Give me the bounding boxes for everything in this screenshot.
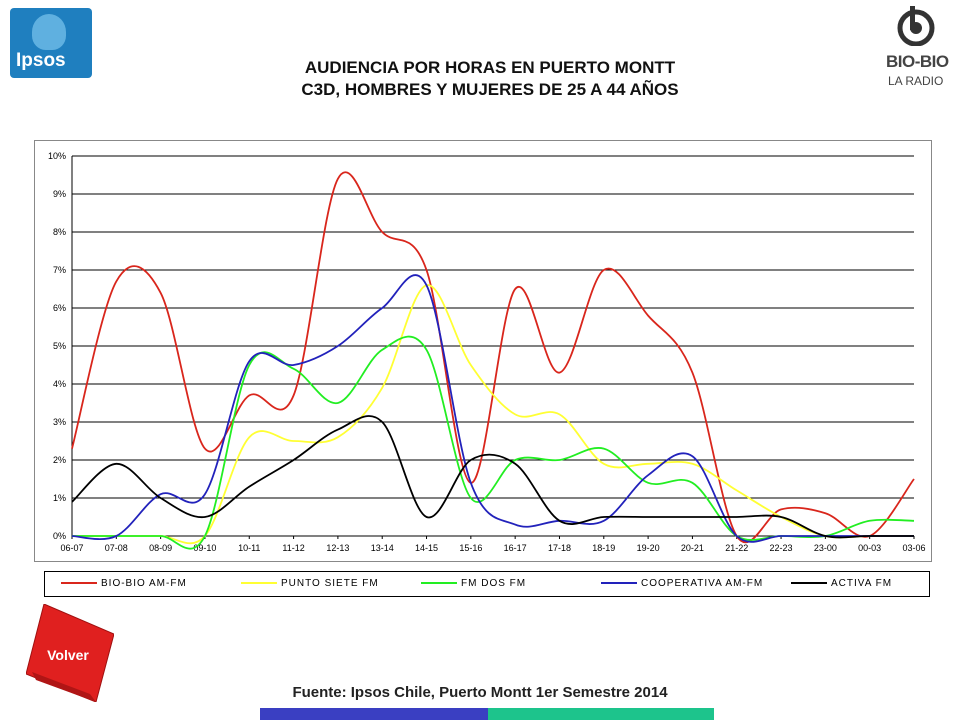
x-tick-label: 10-11 (238, 543, 260, 553)
x-tick-label: 13-14 (371, 543, 394, 553)
legend-item: FM DOS FM (421, 575, 526, 591)
x-tick-label: 18-19 (592, 543, 615, 553)
y-tick-label: 6% (53, 303, 66, 313)
legend-swatch (791, 582, 827, 584)
chart-area-frame (34, 140, 932, 562)
legend-swatch (61, 582, 97, 584)
x-tick-label: 07-08 (105, 543, 128, 553)
biobio-logo-text: BIO-BIO (886, 52, 949, 71)
x-tick-label: 11-12 (282, 543, 304, 553)
y-tick-label: 1% (53, 493, 66, 503)
legend-label: FM DOS FM (461, 577, 527, 589)
x-tick-label: 19-20 (637, 543, 660, 553)
x-tick-label: 21-22 (725, 543, 748, 553)
chart-legend: BIO-BIO AM-FM PUNTO SIETE FM FM DOS FM COOP… (44, 571, 930, 597)
legend-item: BIO-BIO AM-FM (61, 575, 187, 591)
series-line-punto-siete-fm (71, 284, 914, 545)
volver-button[interactable]: Volver (26, 604, 114, 702)
ipsos-logo-text: Ipsos (16, 50, 66, 71)
x-tick-label: 14-15 (415, 543, 438, 553)
legend-swatch (241, 582, 277, 584)
x-tick-label: 06-07 (60, 543, 83, 553)
x-tick-label: 00-03 (858, 543, 881, 553)
legend-swatch (421, 582, 457, 584)
series-line-cooperativa-am-fm (71, 274, 914, 543)
x-tick-label: 09-10 (193, 543, 216, 553)
legend-label: ACTIVA FM (831, 577, 893, 589)
y-tick-label: 5% (53, 341, 66, 351)
y-tick-label: 10% (48, 151, 66, 161)
y-tick-label: 2% (53, 455, 66, 465)
legend-item: COOPERATIVA AM-FM (601, 575, 763, 591)
y-tick-label: 9% (53, 189, 66, 199)
y-tick-label: 3% (53, 417, 66, 427)
biobio-logo-subtext: LA RADIO (888, 74, 944, 88)
y-tick-label: 7% (53, 265, 66, 275)
x-tick-label: 17-18 (548, 543, 571, 553)
x-tick-label: 16-17 (504, 543, 527, 553)
footer-bar-green (488, 708, 714, 720)
legend-item: ACTIVA FM (791, 575, 892, 591)
ipsos-head-icon (32, 14, 66, 50)
legend-label: PUNTO SIETE FM (281, 577, 379, 589)
x-tick-label: 12-13 (326, 543, 349, 553)
y-tick-label: 8% (53, 227, 66, 237)
legend-swatch (601, 582, 637, 584)
legend-label: BIO-BIO AM-FM (101, 577, 187, 589)
y-tick-label: 0% (53, 531, 66, 541)
chart-title-line1: AUDIENCIA POR HORAS EN PUERTO MONTT (304, 58, 676, 77)
x-tick-label: 08-09 (149, 543, 172, 553)
legend-label: COOPERATIVA AM-FM (641, 577, 764, 589)
legend-item: PUNTO SIETE FM (241, 575, 379, 591)
x-tick-label: 22-23 (770, 543, 793, 553)
chart-title-line2: C3D, HOMBRES Y MUJERES DE 25 A 44 AÑOS (301, 80, 679, 99)
x-tick-label: 15-16 (459, 543, 482, 553)
source-note: Fuente: Ipsos Chile, Puerto Montt 1er Se… (292, 684, 668, 701)
x-tick-label: 03-06 (902, 543, 925, 553)
line-chart: 0% 1% 2% 3% 4% 5% 6% 7% 8% 9% 10% 06-07 07-08 08-09 09… (48, 151, 926, 553)
volver-label: Volver (47, 647, 89, 663)
series-line-activa-fm (71, 415, 914, 539)
biobio-mark-icon (897, 6, 935, 46)
biobio-logo: BIO-BIO LA RADIO (882, 6, 954, 98)
footer-bar-blue (260, 708, 488, 720)
x-tick-label: 20-21 (681, 543, 704, 553)
series-line-fm-dos-fm (71, 335, 915, 550)
ipsos-logo: Ipsos (10, 8, 92, 78)
x-tick-label: 23-00 (814, 543, 837, 553)
y-tick-label: 4% (53, 379, 66, 389)
